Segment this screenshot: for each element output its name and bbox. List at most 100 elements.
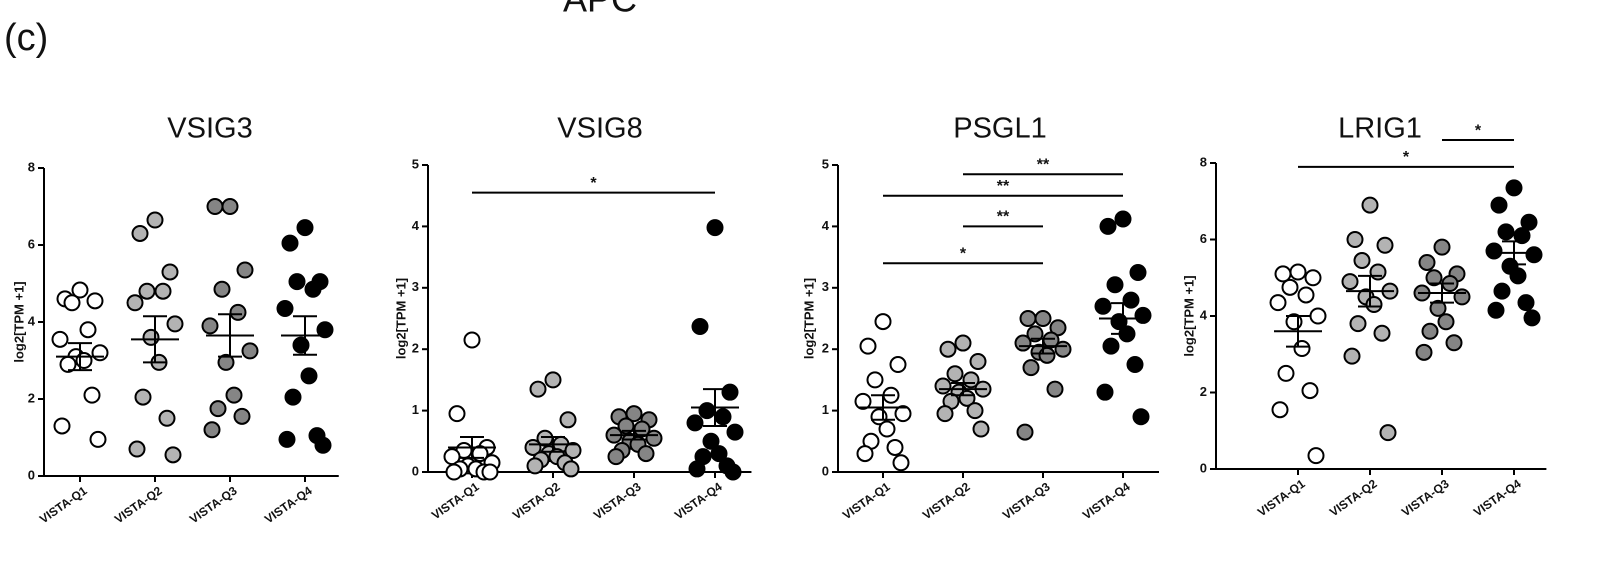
data-point: [1289, 263, 1307, 281]
y-tick-label: 3: [412, 279, 419, 294]
data-point: [1453, 288, 1471, 306]
data-point: [1014, 334, 1032, 352]
data-point: [1132, 408, 1150, 426]
data-point: [131, 224, 149, 242]
data-point: [63, 294, 81, 312]
data-point: [213, 280, 231, 298]
data-point: [946, 365, 964, 383]
data-point: [559, 411, 577, 429]
data-point: [564, 442, 582, 460]
data-point: [1297, 286, 1315, 304]
data-point: [1126, 356, 1144, 374]
significance-label: **: [997, 178, 1010, 195]
data-point: [1307, 447, 1325, 465]
data-point: [969, 352, 987, 370]
data-point: [637, 445, 655, 463]
x-tick-label: VISTA-Q2: [112, 483, 165, 526]
y-tick-label: 4: [412, 218, 420, 233]
x-tick-label: VISTA-Q1: [37, 483, 90, 526]
x-tick-label: VISTA-Q2: [510, 479, 563, 522]
significance-label: *: [590, 175, 597, 192]
data-point: [1034, 310, 1052, 327]
data-point: [874, 313, 892, 331]
data-point: [236, 261, 254, 279]
x-tick-label: VISTA-Q4: [672, 479, 725, 522]
data-point: [83, 386, 101, 404]
data-point: [1520, 213, 1538, 231]
data-point: [221, 198, 239, 215]
data-point: [1281, 278, 1299, 296]
data-point: [1343, 347, 1361, 365]
y-tick-label: 0: [822, 463, 829, 478]
data-point: [233, 407, 251, 425]
data-point: [292, 336, 310, 354]
data-point: [1106, 276, 1124, 294]
y-tick-label: 8: [28, 159, 35, 174]
data-point: [1026, 325, 1044, 343]
data-point: [1509, 267, 1527, 285]
data-point: [607, 448, 625, 466]
y-tick-label: 2: [822, 341, 829, 356]
data-point: [276, 300, 294, 318]
significance-label: *: [1403, 149, 1410, 166]
data-point: [154, 282, 172, 300]
y-tick-label: 4: [822, 218, 830, 233]
data-point: [1022, 359, 1040, 377]
data-point: [1525, 246, 1543, 264]
data-point: [53, 417, 71, 435]
y-tick-label: 6: [1200, 231, 1207, 246]
data-point: [201, 317, 219, 335]
data-point: [134, 388, 152, 406]
data-point: [1099, 217, 1117, 235]
y-tick-label: 1: [412, 402, 419, 417]
data-point: [75, 352, 93, 369]
data-point: [1096, 383, 1114, 401]
data-point: [316, 321, 334, 339]
x-tick-label: VISTA-Q3: [1000, 479, 1053, 522]
panel-title: VSIG8: [557, 113, 642, 145]
data-point: [296, 219, 314, 237]
data-point: [1523, 309, 1541, 327]
data-point: [526, 457, 544, 475]
data-point: [702, 432, 720, 450]
data-point: [229, 303, 247, 321]
panel-title: LRIG1: [1338, 113, 1422, 145]
y-tick-label: 0: [412, 463, 419, 478]
y-tick-label: 8: [1200, 154, 1207, 169]
data-point: [698, 402, 716, 420]
data-point: [886, 438, 904, 456]
data-point: [1433, 238, 1451, 256]
data-point: [1038, 346, 1056, 364]
data-point: [1505, 179, 1523, 197]
data-point: [281, 234, 299, 252]
data-point: [1293, 340, 1311, 358]
data-point: [1437, 313, 1455, 331]
x-tick-label: VISTA-Q3: [591, 479, 644, 522]
y-tick-label: 4: [28, 313, 36, 328]
data-point: [562, 460, 580, 478]
significance-label: *: [1475, 122, 1482, 139]
panel-title: VSIG3: [167, 113, 252, 145]
x-tick-label: VISTA-Q4: [1080, 479, 1133, 522]
data-point: [166, 315, 184, 333]
data-point: [1134, 306, 1152, 324]
data-point: [1485, 242, 1503, 260]
y-axis-label: log2[TPM +1]: [393, 278, 408, 359]
x-tick-label: VISTA-Q4: [262, 483, 315, 526]
y-tick-label: 0: [28, 467, 35, 482]
data-point: [1361, 196, 1379, 214]
y-tick-label: 4: [1200, 307, 1208, 322]
data-point: [688, 460, 706, 478]
data-point: [1016, 423, 1034, 441]
data-point: [284, 388, 302, 406]
data-point: [889, 356, 907, 374]
data-point: [1379, 424, 1397, 442]
y-tick-label: 2: [412, 341, 419, 356]
data-point: [1019, 310, 1037, 327]
data-point: [529, 380, 547, 398]
y-tick-label: 0: [1200, 460, 1207, 475]
data-point: [1114, 210, 1132, 228]
data-point: [1274, 265, 1292, 283]
data-point: [300, 367, 318, 385]
significance-label: *: [960, 245, 967, 262]
